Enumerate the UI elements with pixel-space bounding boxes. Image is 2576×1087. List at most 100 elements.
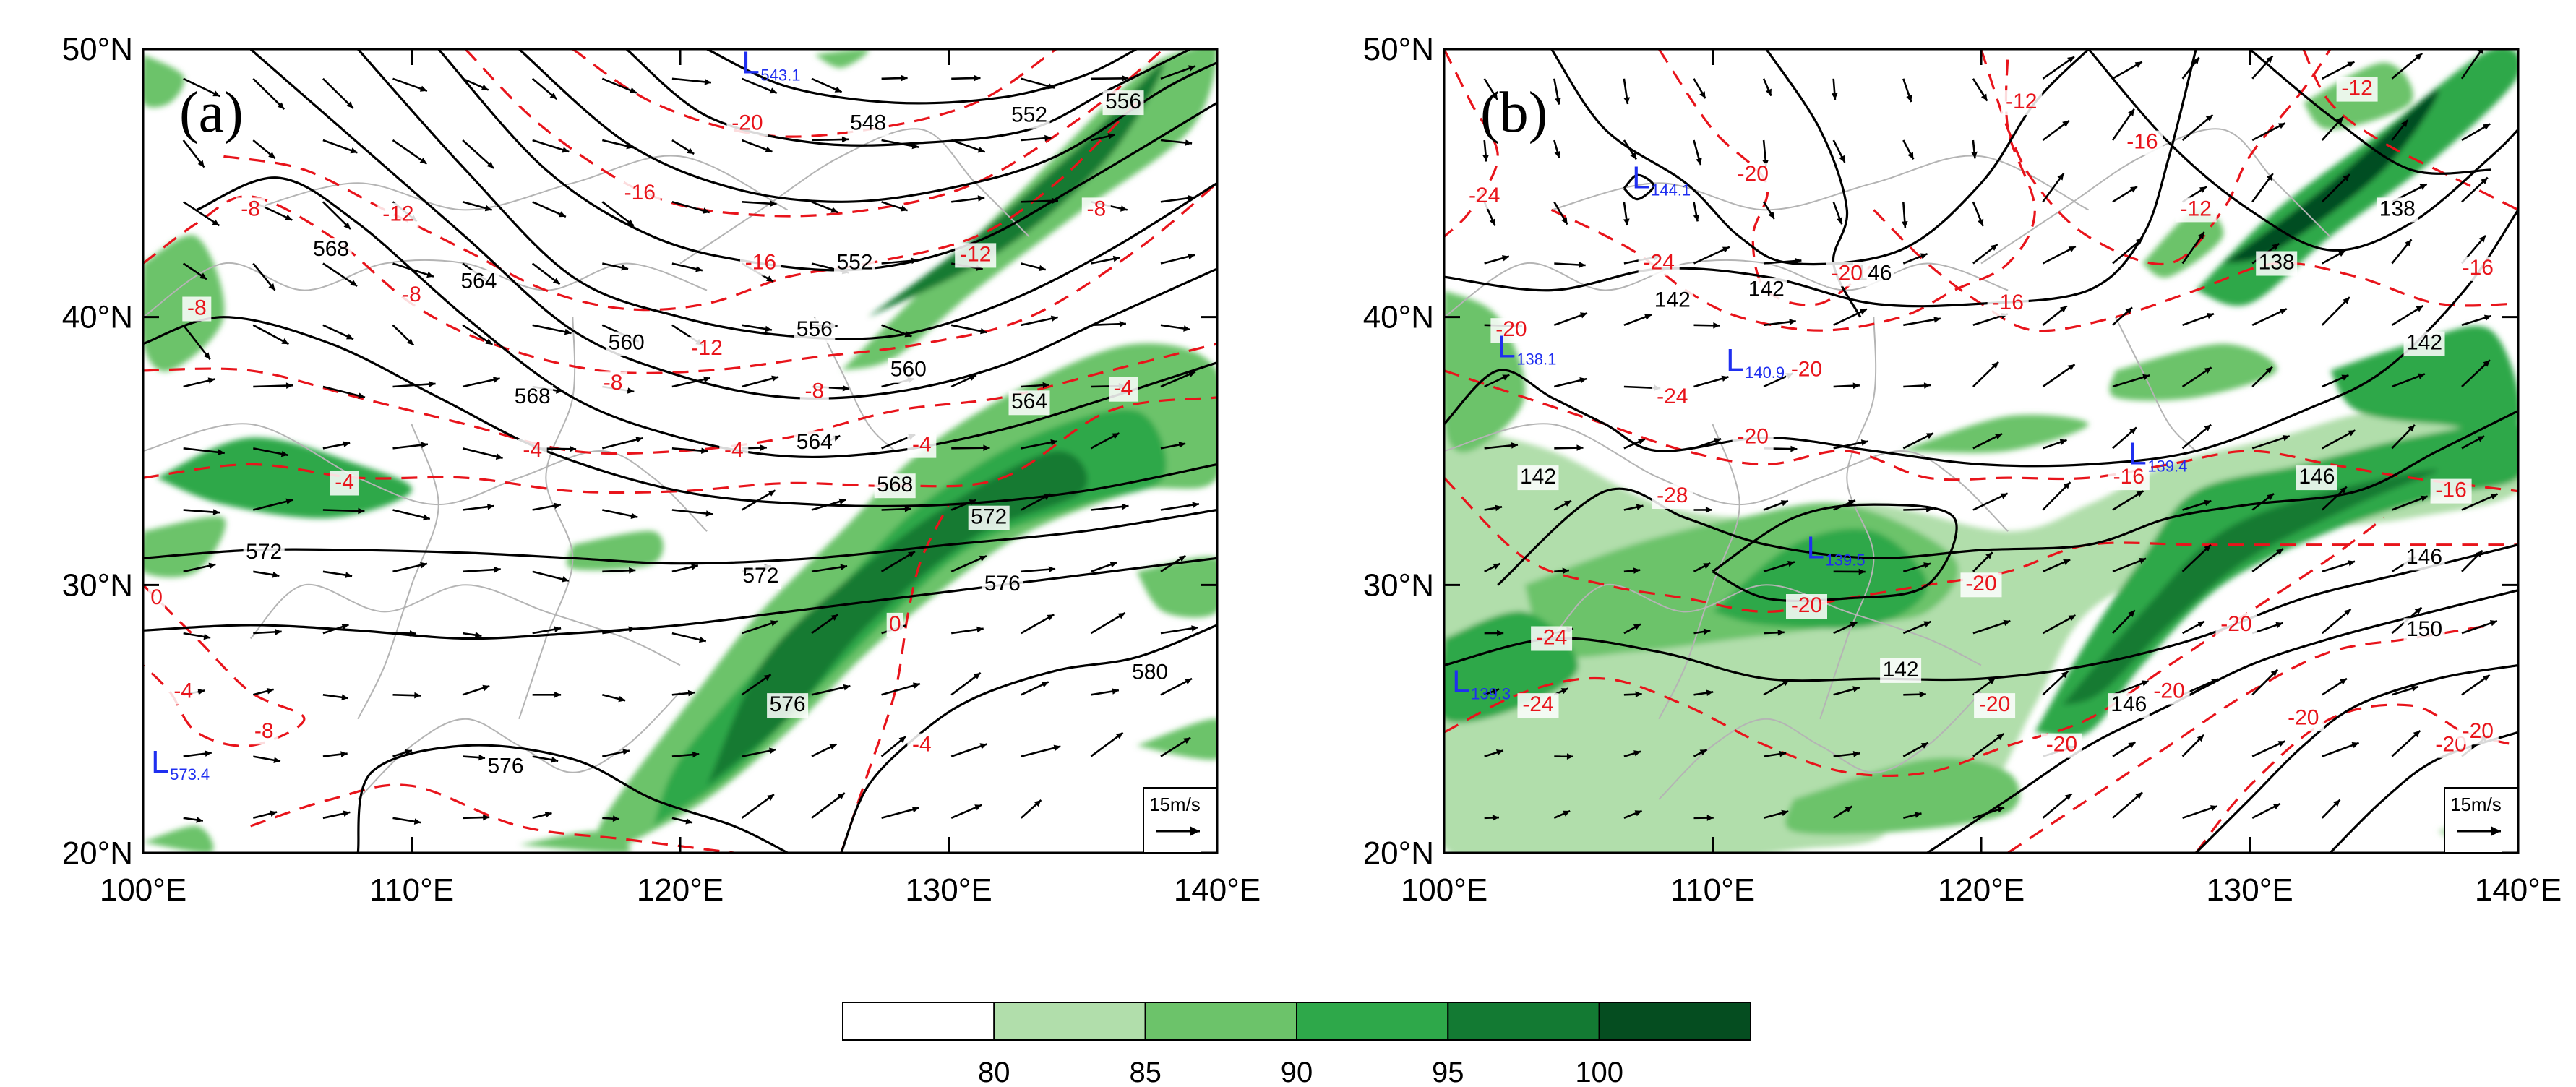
wind-arrow-head — [1705, 507, 1712, 513]
geopotential-label: 138 — [2379, 197, 2416, 220]
wind-arrow-head — [2276, 549, 2283, 555]
low-letter: L — [742, 45, 759, 80]
wind-arrow-head — [1188, 371, 1195, 377]
wind-arrow-head — [341, 694, 348, 701]
wind-arrow — [252, 324, 290, 345]
geopotential-contour — [1623, 173, 1655, 201]
wind-arrow-head — [1722, 246, 1730, 253]
wind-arrow-head — [1790, 445, 1798, 452]
low-center-marker: L 543.1 — [742, 45, 800, 84]
wind-arrow-head — [564, 328, 572, 335]
temperature-label: -20 — [1832, 261, 1863, 285]
wind-arrow-head — [2067, 364, 2075, 371]
geopotential-label: 580 — [1132, 661, 1168, 684]
border-line — [2114, 317, 2197, 452]
wind-arrow-head — [1038, 265, 1046, 272]
wind-arrow-head — [1117, 613, 1125, 619]
wind-arrow-head — [976, 626, 984, 633]
wind-arrow-head — [485, 338, 493, 345]
wind-arrow-head — [1122, 503, 1129, 510]
wind-arrow-head — [1502, 255, 1509, 262]
wind-arrow-head — [1623, 218, 1630, 225]
temperature-contour — [572, 49, 1057, 138]
wind-arrow-head — [1914, 812, 1922, 818]
geopotential-label: 142 — [1654, 288, 1691, 312]
wind-arrow-head — [1991, 361, 1998, 369]
wind-arrow-head — [687, 689, 695, 697]
wind-arrow-head — [977, 147, 985, 153]
wind-arrow — [392, 382, 436, 388]
wind-arrow-head — [2270, 669, 2278, 676]
wind-arrow — [671, 77, 712, 84]
wind-arrow-head — [554, 502, 561, 510]
wind-arrow-head — [840, 564, 848, 570]
geopotential-contour — [625, 49, 1191, 147]
geopotential-label: 146 — [2111, 692, 2147, 716]
colorbar-tick-label: 80 — [978, 1057, 1010, 1087]
wind-arrow-head — [1923, 621, 1931, 627]
wind-arrow-head — [2275, 622, 2283, 628]
wind-arrow-head — [1923, 562, 1931, 569]
province-borders — [1444, 128, 2331, 800]
wind-arrow-head — [1034, 800, 1042, 807]
wind-arrow-head — [1554, 150, 1560, 158]
wind-arrow — [183, 447, 225, 455]
temperature-contour — [1444, 369, 2518, 493]
geopotential-label: 572 — [742, 564, 778, 588]
geopotential-contour — [1444, 49, 2197, 308]
temperature-label: -8 — [1086, 197, 1106, 220]
geopotential-label: 552 — [1011, 103, 1047, 127]
temperature-label: -4 — [335, 470, 354, 494]
wind-arrow-head — [482, 684, 490, 692]
wind-arrow-head — [1633, 567, 1641, 574]
temperature-label: -20 — [2463, 719, 2494, 743]
temperature-label: -8 — [804, 379, 824, 403]
temperature-contour — [143, 343, 1217, 455]
wind-arrow-head — [1188, 65, 1195, 72]
wind-arrow-head — [2417, 373, 2425, 379]
axes-ticks: 100°E 110°E 120°E 130°E 140°E 20°N 30°N 40°N 50°… — [62, 32, 1261, 908]
panel-label: (b) — [1480, 81, 1547, 145]
wind-arrow-head — [2059, 439, 2067, 445]
wind-arrow — [601, 437, 643, 450]
humidity-area — [1785, 757, 2020, 835]
wind-arrow — [811, 684, 851, 696]
temperature-label: -8 — [241, 197, 260, 220]
humidity-area — [2223, 89, 2439, 264]
wind-arrow-head — [901, 74, 908, 82]
wind-arrow-head — [345, 572, 353, 578]
temperature-label: 0 — [150, 585, 163, 609]
geopotential-label: 146 — [2406, 545, 2442, 569]
wind-arrow — [881, 682, 921, 696]
wind-arrow-head — [834, 86, 842, 93]
wind-arrow-head — [551, 757, 559, 763]
wind-arrow-head — [549, 93, 557, 100]
geopotential-label: 556 — [797, 317, 833, 341]
border-line — [1550, 583, 1982, 666]
colorbar-segment — [1598, 1002, 1751, 1041]
temperature-label: -16 — [2126, 130, 2158, 154]
geopotential-label: 552 — [836, 250, 872, 274]
wind-arrow-head — [842, 384, 849, 392]
temperature-contour — [1657, 49, 1875, 306]
wind-arrow-head — [2341, 374, 2349, 381]
wind-arrow-head — [1920, 253, 1928, 259]
wind-arrow-head — [983, 444, 990, 452]
geopotential-label: 548 — [850, 111, 886, 135]
temperature-label: -12 — [2006, 90, 2037, 113]
temperature-label: -4 — [1114, 377, 1133, 400]
wind-arrow — [182, 325, 211, 361]
wind-arrow-head — [544, 812, 552, 818]
wind-arrow-head — [1971, 151, 1978, 159]
wind-arrow-head — [1789, 319, 1796, 325]
wind-arrow-head — [487, 503, 494, 510]
geopotential-label: 142 — [2406, 331, 2442, 355]
wind-arrow-head — [2068, 246, 2076, 252]
wind-arrow — [183, 77, 220, 98]
geopotential-label: 146 — [2298, 465, 2335, 489]
wind-arrow-head — [2282, 435, 2290, 442]
wind-arrow-head — [268, 152, 275, 159]
temperature-contour — [2194, 703, 2518, 853]
reference-vector-box: 15m/s — [1143, 787, 1218, 854]
